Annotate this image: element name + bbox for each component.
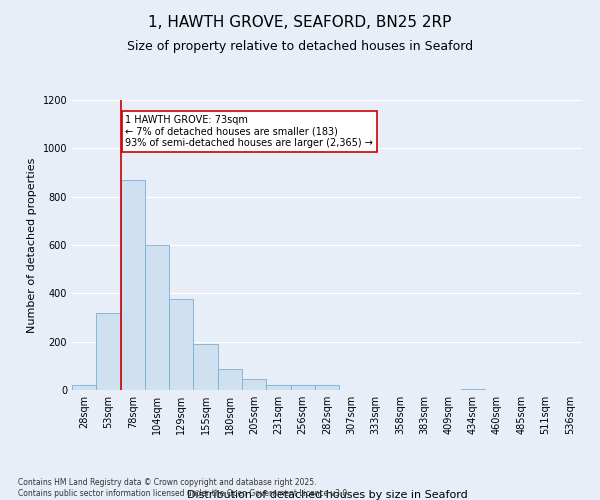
Text: 1 HAWTH GROVE: 73sqm
← 7% of detached houses are smaller (183)
93% of semi-detac: 1 HAWTH GROVE: 73sqm ← 7% of detached ho… <box>125 114 373 148</box>
X-axis label: Distribution of detached houses by size in Seaford: Distribution of detached houses by size … <box>187 490 467 500</box>
Text: Contains HM Land Registry data © Crown copyright and database right 2025.
Contai: Contains HM Land Registry data © Crown c… <box>18 478 350 498</box>
Bar <box>266 385 290 390</box>
Bar <box>193 344 218 390</box>
Bar <box>145 245 169 390</box>
Y-axis label: Number of detached properties: Number of detached properties <box>27 158 37 332</box>
Bar <box>72 385 96 390</box>
Bar <box>290 385 315 390</box>
Bar <box>461 389 485 390</box>
Bar <box>96 312 121 390</box>
Bar <box>169 300 193 390</box>
Bar <box>315 385 339 390</box>
Text: 1, HAWTH GROVE, SEAFORD, BN25 2RP: 1, HAWTH GROVE, SEAFORD, BN25 2RP <box>148 15 452 30</box>
Text: Size of property relative to detached houses in Seaford: Size of property relative to detached ho… <box>127 40 473 53</box>
Bar <box>121 180 145 390</box>
Bar <box>242 379 266 390</box>
Bar <box>218 370 242 390</box>
